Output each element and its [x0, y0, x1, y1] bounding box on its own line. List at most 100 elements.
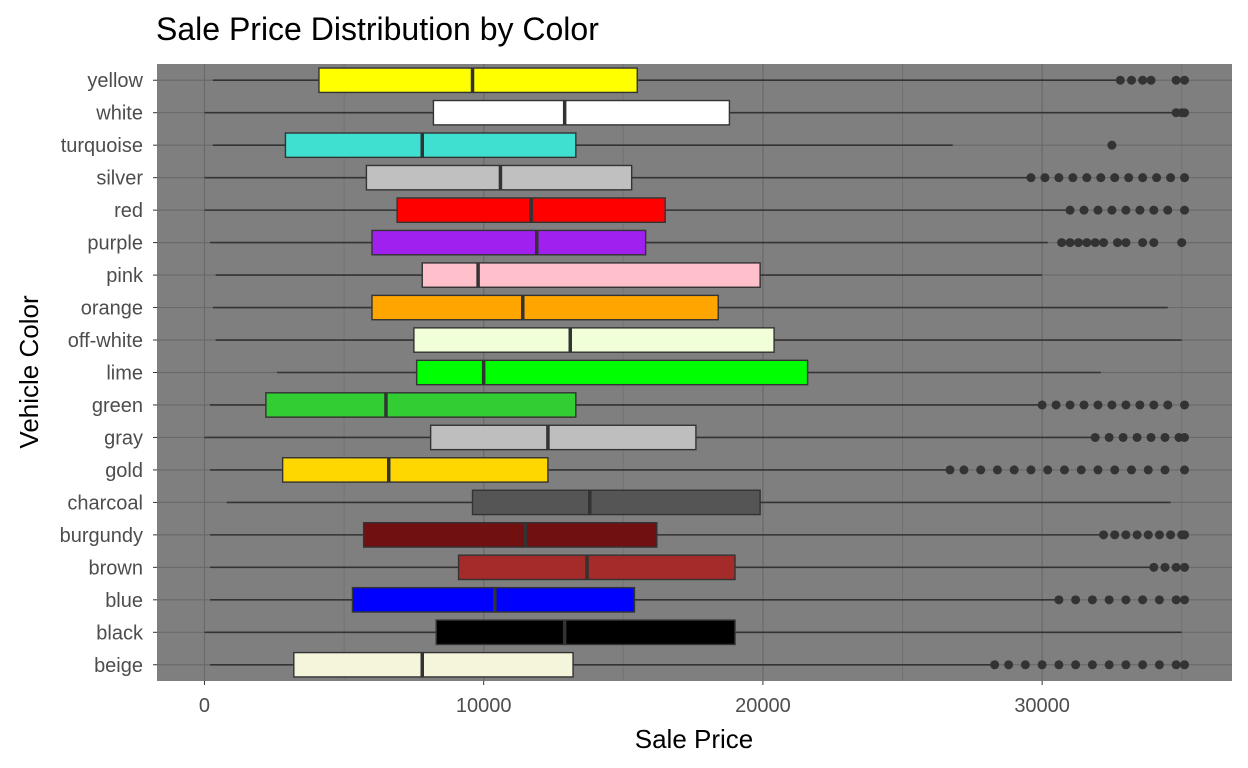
outlier-beige: [990, 660, 1000, 670]
outlier-brown: [1171, 562, 1181, 572]
outlier-purple: [1113, 238, 1123, 248]
iqr-box-off-white: [413, 327, 775, 353]
outlier-red: [1107, 205, 1117, 215]
outlier-silver: [1138, 173, 1148, 183]
outlier-green: [1107, 400, 1117, 410]
y-tick-label: beige: [94, 655, 143, 677]
y-tick-label: silver: [96, 168, 143, 190]
outlier-red: [1149, 205, 1159, 215]
outlier-silver: [1124, 173, 1134, 183]
box-brown: [210, 554, 1190, 581]
box-white: [204, 99, 1190, 126]
outlier-gray: [1104, 432, 1114, 442]
outlier-purple: [1177, 238, 1187, 248]
outlier-beige: [1037, 660, 1047, 670]
y-tick-label: pink: [106, 265, 144, 287]
box-purple: [210, 229, 1187, 256]
x-tick-label: 20000: [735, 695, 791, 717]
y-tick-label: turquoise: [61, 135, 143, 157]
outlier-beige: [1087, 660, 1097, 670]
outlier-red: [1135, 205, 1145, 215]
outlier-green: [1149, 400, 1159, 410]
outlier-gold: [1026, 465, 1036, 475]
iqr-box-turquoise: [284, 132, 577, 159]
outlier-burgundy: [1121, 530, 1131, 540]
y-tick-label: blue: [105, 590, 143, 612]
outlier-purple: [1149, 238, 1159, 248]
chart-title: Sale Price Distribution by Color: [156, 11, 599, 47]
outlier-purple: [1138, 238, 1148, 248]
outlier-burgundy: [1132, 530, 1142, 540]
iqr-box-lime: [415, 359, 809, 386]
iqr-box-gold: [281, 457, 549, 483]
y-tick-label: red: [114, 200, 143, 222]
outlier-purple: [1057, 238, 1067, 248]
box-beige: [210, 651, 1190, 678]
outlier-gray: [1160, 432, 1170, 442]
outlier-yellow: [1115, 75, 1125, 85]
outlier-burgundy: [1180, 530, 1190, 540]
y-tick-label: purple: [87, 233, 143, 255]
outlier-gold: [1160, 465, 1170, 475]
outlier-gray: [1146, 432, 1156, 442]
outlier-green: [1093, 400, 1103, 410]
outlier-white: [1180, 108, 1190, 118]
outlier-gray: [1118, 432, 1128, 442]
box-silver: [204, 164, 1190, 191]
outlier-red: [1163, 205, 1173, 215]
y-axis-title: Vehicle Color: [14, 295, 44, 449]
outlier-beige: [1171, 660, 1181, 670]
outlier-red: [1093, 205, 1103, 215]
iqr-box-pink: [421, 262, 761, 288]
outlier-brown: [1180, 562, 1190, 572]
iqr-box-brown: [457, 554, 736, 581]
outlier-purple: [1099, 238, 1109, 248]
box-pink: [215, 262, 1043, 288]
outlier-green: [1121, 400, 1131, 410]
outlier-silver: [1096, 173, 1106, 183]
iqr-box-yellow: [318, 67, 638, 94]
outlier-yellow: [1171, 75, 1181, 85]
box-gold: [210, 457, 1190, 483]
outlier-purple: [1082, 238, 1092, 248]
outlier-beige: [1071, 660, 1081, 670]
outlier-blue: [1087, 595, 1097, 605]
outlier-burgundy: [1154, 530, 1164, 540]
outlier-silver: [1082, 173, 1092, 183]
outlier-gold: [1043, 465, 1053, 475]
x-axis-title: Sale Price: [635, 724, 754, 754]
y-tick-label: off-white: [68, 330, 143, 352]
iqr-box-black: [435, 619, 736, 646]
outlier-brown: [1149, 562, 1159, 572]
outlier-gray: [1090, 432, 1100, 442]
box-black: [204, 619, 1182, 646]
box-orange: [212, 294, 1168, 321]
outlier-gray: [1132, 432, 1142, 442]
outlier-silver: [1166, 173, 1176, 183]
iqr-box-purple: [371, 229, 647, 256]
y-tick-label: burgundy: [60, 525, 143, 547]
outlier-gold: [1093, 465, 1103, 475]
outlier-green: [1180, 400, 1190, 410]
outlier-beige: [1054, 660, 1064, 670]
outlier-gold: [1110, 465, 1120, 475]
y-tick-label: white: [95, 103, 143, 125]
box-lime: [277, 359, 1101, 386]
outlier-yellow: [1126, 75, 1136, 85]
outlier-brown: [1160, 562, 1170, 572]
outlier-green: [1163, 400, 1173, 410]
outlier-burgundy: [1110, 530, 1120, 540]
outlier-gold: [1143, 465, 1153, 475]
boxplot-series: [204, 67, 1190, 678]
iqr-box-white: [432, 99, 731, 126]
outlier-blue: [1138, 595, 1148, 605]
outlier-blue: [1154, 595, 1164, 605]
outlier-beige: [1020, 660, 1030, 670]
outlier-purple: [1065, 238, 1075, 248]
outlier-silver: [1026, 173, 1036, 183]
outlier-blue: [1071, 595, 1081, 605]
outlier-yellow: [1146, 75, 1156, 85]
iqr-box-beige: [293, 651, 574, 678]
outlier-silver: [1152, 173, 1162, 183]
